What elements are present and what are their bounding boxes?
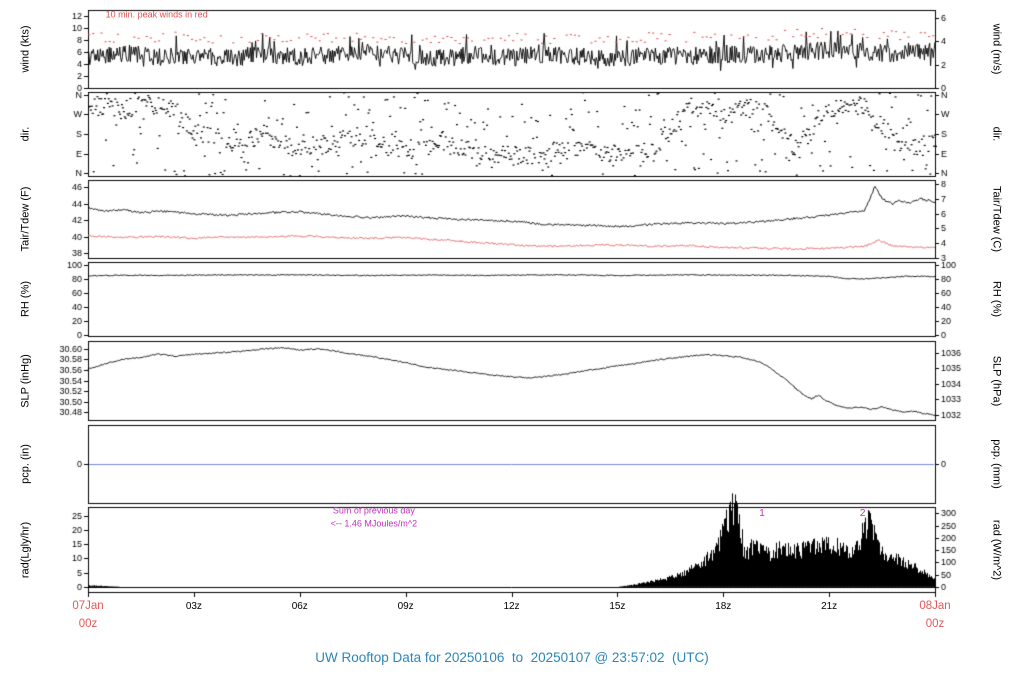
axis-label-left-temp: Tair/Tdew (F) — [19, 186, 32, 252]
x-tick-date-8: 08Jan — [919, 600, 951, 612]
axis-label-left-rh: RH (%) — [19, 280, 32, 318]
axis-label-left-rad: rad(Lgly/hr) — [19, 521, 32, 578]
x-tick-date-0: 07Jan — [72, 600, 104, 612]
annotation-rad-0: Sum of previous day — [332, 505, 415, 516]
annotation-wind-0: 10 min. peak winds in red — [105, 9, 208, 20]
x-tick-hour-0: 00z — [78, 618, 98, 630]
x-tick-1: 03z — [185, 601, 202, 612]
x-tick-5: 15z — [609, 601, 626, 612]
figure-caption: UW Rooftop Data for 20250106 to 20250107… — [315, 650, 709, 665]
annotation-rad-1: <-- 1.46 MJoules/m^2 — [330, 518, 418, 529]
axis-label-left-wind: wind (kts) — [19, 25, 32, 73]
x-tick-7: 21z — [821, 601, 838, 612]
axis-label-left-pcp: pcp. (in) — [19, 444, 32, 484]
x-tick-3: 09z — [397, 601, 414, 612]
annotation-rad-2: 1 — [759, 507, 765, 519]
x-tick-6: 18z — [715, 601, 732, 612]
axis-label-right-dir: dir. — [990, 126, 1003, 142]
x-tick-4: 12z — [503, 601, 520, 612]
chart-canvas — [0, 0, 1024, 640]
axis-label-right-rad: rad (W/m^2) — [990, 519, 1003, 580]
x-tick-2: 06z — [291, 601, 308, 612]
axis-label-right-rh: RH (%) — [990, 280, 1003, 318]
x-tick-hour-8: 00z — [925, 618, 945, 630]
axis-label-right-slp: SLP (hPa) — [990, 355, 1003, 406]
axis-label-left-dir: dir. — [19, 126, 32, 142]
axis-label-left-slp: SLP (inHg) — [19, 353, 32, 408]
axis-label-right-wind: wind (m/s) — [990, 23, 1003, 75]
axis-label-right-temp: Tair/Tdew (C) — [990, 185, 1003, 253]
axis-label-right-pcp: pcp. (mm) — [990, 439, 1003, 489]
annotation-rad-3: 2 — [859, 507, 866, 519]
